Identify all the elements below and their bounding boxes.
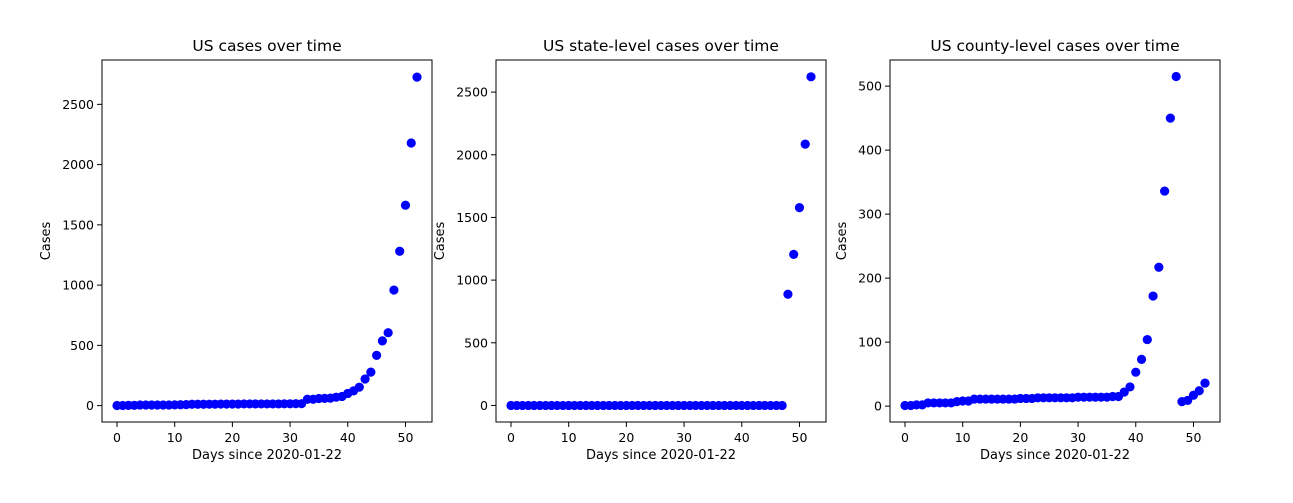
data-point — [389, 285, 399, 295]
data-point — [789, 249, 799, 260]
data-point — [395, 246, 405, 256]
x-tick-label: 20 — [1012, 430, 1028, 445]
y-tick-label: 400 — [858, 143, 882, 158]
y-axis-label: Cases — [433, 221, 448, 260]
data-point — [400, 200, 411, 210]
x-tick-label: 20 — [224, 430, 240, 445]
x-axis-label: Days since 2020-01-22 — [586, 448, 736, 463]
y-tick-label: 0 — [86, 398, 94, 413]
data-point — [360, 374, 370, 384]
x-tick-label: 50 — [1186, 430, 1202, 445]
y-tick-label: 2500 — [456, 85, 488, 100]
data-point — [406, 138, 416, 148]
axes-frame — [495, 59, 827, 423]
data-point — [1160, 186, 1170, 196]
data-point — [1165, 113, 1175, 123]
x-tick-label: 10 — [167, 430, 183, 445]
data-point — [1200, 378, 1210, 388]
y-tick-label: 100 — [858, 335, 882, 350]
data-point — [783, 289, 793, 299]
y-tick-label: 1000 — [62, 278, 94, 293]
y-tick-label: 200 — [858, 271, 882, 286]
x-tick-label: 0 — [507, 430, 515, 445]
y-tick-label: 2000 — [456, 147, 488, 162]
x-tick-label: 40 — [1128, 430, 1144, 445]
x-tick-label: 10 — [561, 430, 577, 445]
data-point — [354, 382, 364, 392]
data-point — [794, 203, 805, 213]
data-point — [1136, 354, 1147, 365]
data-point — [1148, 291, 1158, 301]
data-point — [800, 139, 810, 149]
data-point — [372, 350, 382, 360]
x-axis-label: Days since 2020-01-22 — [980, 448, 1130, 463]
y-tick-label: 1000 — [456, 273, 488, 288]
x-axis-label: Days since 2020-01-22 — [192, 448, 342, 463]
data-point — [377, 336, 387, 346]
data-point — [1131, 367, 1141, 377]
x-tick-label: 10 — [955, 430, 971, 445]
x-tick-label: 30 — [282, 430, 298, 445]
y-tick-label: 2500 — [62, 97, 94, 112]
x-tick-label: 30 — [676, 430, 692, 445]
data-point — [777, 400, 787, 411]
x-tick-label: 0 — [901, 430, 909, 445]
y-axis-label: Cases — [39, 221, 54, 260]
y-tick-label: 2000 — [62, 157, 94, 172]
y-tick-label: 500 — [464, 335, 488, 350]
data-point — [1154, 262, 1164, 272]
y-tick-label: 0 — [874, 399, 882, 414]
data-point — [383, 328, 393, 338]
chart-title: US state-level cases over time — [543, 37, 779, 55]
y-tick-label: 500 — [70, 338, 94, 353]
x-tick-label: 0 — [113, 430, 121, 445]
data-point — [806, 72, 816, 82]
data-point — [366, 367, 376, 377]
x-tick-label: 40 — [734, 430, 750, 445]
axes-frame — [101, 59, 433, 423]
y-axis-label: Cases — [835, 221, 850, 260]
y-tick-label: 500 — [858, 79, 882, 94]
data-point — [1171, 71, 1181, 82]
x-tick-label: 30 — [1070, 430, 1086, 445]
y-tick-label: 0 — [480, 398, 488, 413]
x-tick-label: 40 — [340, 430, 356, 445]
x-tick-label: 20 — [618, 430, 634, 445]
data-point — [412, 72, 422, 82]
y-tick-label: 300 — [858, 207, 882, 222]
data-point — [1194, 386, 1204, 396]
data-point — [1142, 334, 1152, 345]
chart-title: US cases over time — [192, 37, 341, 55]
data-point — [1125, 382, 1135, 392]
x-tick-label: 50 — [398, 430, 414, 445]
axes-frame — [889, 59, 1221, 423]
y-tick-label: 1500 — [456, 210, 488, 225]
y-tick-label: 1500 — [62, 217, 94, 232]
chart-title: US county-level cases over time — [930, 37, 1179, 55]
x-tick-label: 50 — [792, 430, 808, 445]
